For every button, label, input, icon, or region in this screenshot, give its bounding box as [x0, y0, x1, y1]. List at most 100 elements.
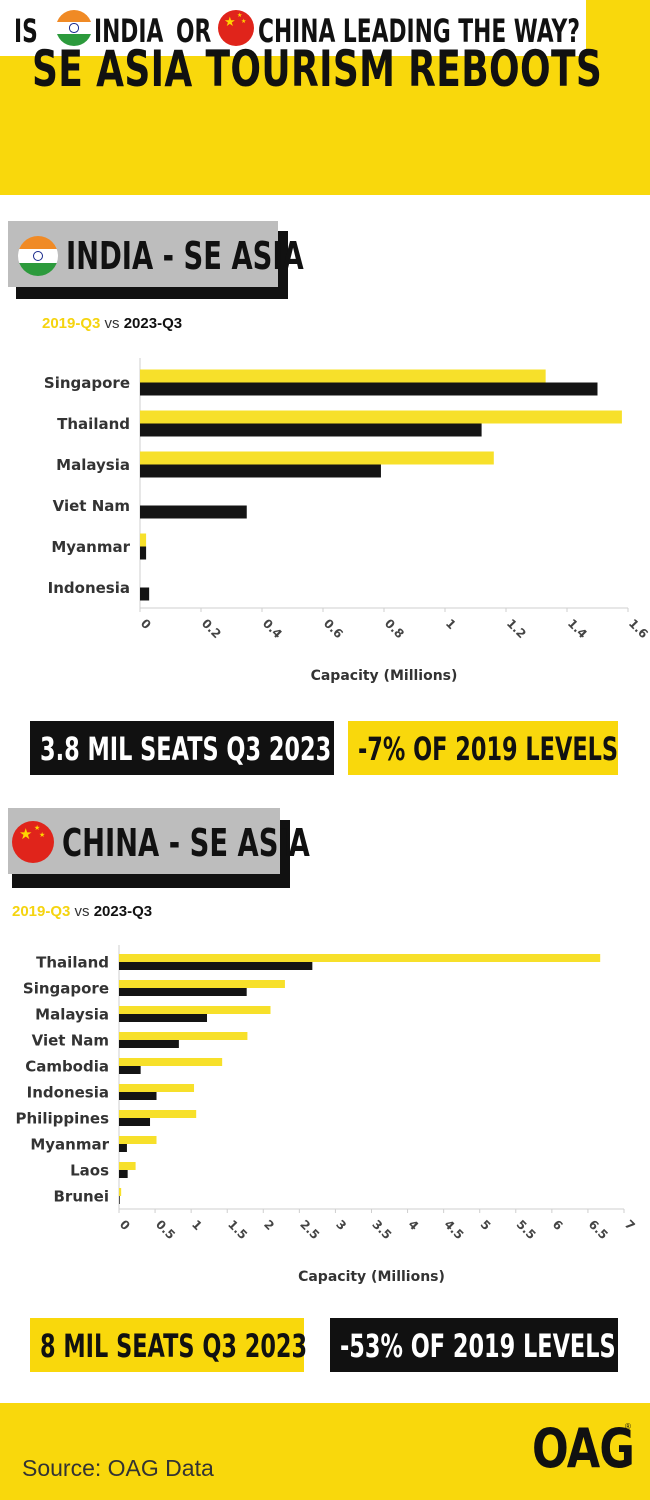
- bar-2023-Q3-laos: [119, 1170, 128, 1178]
- bar-2023-Q3-viet-nam: [140, 505, 247, 519]
- bar-2023-Q3-singapore: [119, 988, 247, 996]
- x-tick-label: 2.5: [297, 1217, 322, 1242]
- legend-2019: 2019-Q3: [12, 903, 71, 920]
- x-tick-label: 0.5: [153, 1217, 178, 1242]
- category-label: Indonesia: [48, 579, 130, 597]
- category-label: Malaysia: [56, 456, 130, 474]
- x-tick-label: 7: [622, 1217, 638, 1233]
- category-label: Indonesia: [27, 1083, 109, 1101]
- category-label: Laos: [70, 1161, 109, 1179]
- x-tick-label: 0.2: [199, 616, 224, 641]
- china-flag-icon: ★ ★ ★: [218, 10, 254, 46]
- x-tick-label: 5: [478, 1217, 494, 1233]
- india-flag-icon: [56, 10, 92, 46]
- x-tick-label: 2: [261, 1217, 277, 1233]
- bar-2019-Q3-philippines: [119, 1110, 197, 1118]
- bar-2019-Q3-thailand: [119, 954, 601, 962]
- x-tick-label: 3.5: [369, 1217, 394, 1242]
- legend-vs: vs: [74, 903, 90, 920]
- x-tick-label: 4: [405, 1217, 421, 1233]
- bar-2019-Q3-malaysia: [140, 451, 494, 465]
- category-label: Cambodia: [25, 1057, 109, 1075]
- x-tick-label: 1.4: [565, 616, 590, 641]
- legend-vs: vs: [104, 315, 120, 332]
- x-tick-label: 1.5: [225, 1217, 250, 1242]
- legend-2019: 2019-Q3: [42, 315, 101, 332]
- bar-2023-Q3-malaysia: [119, 1014, 208, 1022]
- x-tick-label: 1.2: [504, 616, 529, 641]
- x-tick-label: 6: [550, 1217, 566, 1233]
- x-tick-label: 5.5: [514, 1217, 539, 1242]
- bar-2023-Q3-myanmar: [140, 546, 147, 560]
- bar-2023-Q3-philippines: [119, 1118, 151, 1126]
- category-label: Thailand: [36, 953, 109, 971]
- china-bar-chart: Thailand Singapore Malaysia Viet Nam Cambodi…: [16, 945, 638, 1285]
- category-label: Philippines: [16, 1109, 110, 1127]
- china-levels-text: -53% OF 2019 LEVELS: [340, 1327, 616, 1365]
- bar-2019-Q3-laos: [119, 1162, 136, 1170]
- legend-2023: 2023-Q3: [123, 315, 183, 332]
- china-seats-stat: 8 MIL SEATS Q3 2023: [30, 1318, 308, 1372]
- bar-2023-Q3-viet-nam: [119, 1040, 179, 1048]
- header-banner: SE ASIA TOURISM REBOOTS IS INDIA OR ★ ★ …: [0, 0, 650, 195]
- category-label: Viet Nam: [53, 497, 130, 515]
- subtitle-box: IS INDIA OR ★ ★ ★ CHINA LEADING THE WAY?: [0, 0, 586, 56]
- india-section-title: INDIA - SE ASIA: [66, 234, 304, 278]
- bar-2019-Q3-cambodia: [119, 1058, 223, 1066]
- x-tick-label: 0.4: [260, 616, 285, 641]
- bar-2023-Q3-myanmar: [119, 1144, 127, 1152]
- bar-2019-Q3-singapore: [119, 980, 285, 988]
- source-text: Source: OAG Data: [22, 1455, 214, 1481]
- bar-2023-Q3-indonesia: [140, 587, 150, 601]
- legend-2023: 2023-Q3: [93, 903, 153, 920]
- category-label: Viet Nam: [32, 1031, 109, 1049]
- footer-banner: [0, 1403, 650, 1500]
- india-levels-stat: -7% OF 2019 LEVELS: [348, 721, 618, 775]
- x-tick-label: 1: [189, 1217, 205, 1233]
- china-seats-text: 8 MIL SEATS Q3 2023: [40, 1327, 308, 1365]
- x-tick-label: 0: [138, 616, 154, 632]
- category-label: Myanmar: [51, 538, 130, 556]
- registered-mark: ®: [625, 1422, 631, 1431]
- india-bar-chart: Singapore Thailand Malaysia Viet Nam Myanmar…: [44, 358, 650, 684]
- page-title: SE ASIA TOURISM REBOOTS: [32, 40, 603, 98]
- india-section-label: INDIA - SE ASIA: [8, 221, 304, 299]
- category-label: Myanmar: [30, 1135, 109, 1153]
- bar-2023-Q3-thailand: [119, 962, 313, 970]
- category-label: Thailand: [57, 415, 130, 433]
- x-tick-label: 0.8: [382, 616, 407, 641]
- subtitle-is: IS: [14, 12, 38, 50]
- bar-2019-Q3-myanmar: [119, 1136, 157, 1144]
- subtitle-india: INDIA: [94, 12, 164, 50]
- bar-2019-Q3-viet-nam: [119, 1032, 248, 1040]
- category-label: Brunei: [53, 1187, 109, 1205]
- oag-logo: OAG: [532, 1417, 635, 1480]
- china-levels-stat: -53% OF 2019 LEVELS: [330, 1318, 618, 1372]
- x-tick-label: 0: [117, 1217, 133, 1233]
- china-section-title: CHINA - SE ASIA: [62, 821, 310, 865]
- bar-2019-Q3-brunei: [119, 1188, 122, 1196]
- bar-2019-Q3-myanmar: [140, 533, 147, 547]
- category-label: Singapore: [23, 979, 109, 997]
- bar-2023-Q3-cambodia: [119, 1066, 141, 1074]
- bar-2019-Q3-indonesia: [119, 1084, 195, 1092]
- category-label: Malaysia: [35, 1005, 109, 1023]
- china-flag-icon: ★ ★ ★: [12, 821, 54, 863]
- subtitle-china: CHINA LEADING THE WAY?: [258, 12, 580, 50]
- subtitle-or: OR: [176, 12, 212, 50]
- bar-2023-Q3-singapore: [140, 382, 598, 396]
- x-axis-title: Capacity (Millions): [311, 668, 458, 684]
- bar-2019-Q3-thailand: [140, 410, 622, 424]
- x-tick-label: 0.6: [321, 616, 346, 641]
- india-flag-icon: [18, 236, 58, 276]
- bar-2019-Q3-malaysia: [119, 1006, 271, 1014]
- x-tick-label: 6.5: [586, 1217, 611, 1242]
- bar-2019-Q3-singapore: [140, 369, 546, 383]
- india-levels-text: -7% OF 2019 LEVELS: [358, 730, 619, 768]
- india-seats-text: 3.8 MIL SEATS Q3 2023: [40, 730, 332, 768]
- x-tick-label: 1: [443, 616, 459, 632]
- x-tick-label: 4.5: [442, 1217, 467, 1242]
- bar-2023-Q3-malaysia: [140, 464, 381, 478]
- x-axis-title: Capacity (Millions): [298, 1269, 445, 1285]
- india-seats-stat: 3.8 MIL SEATS Q3 2023: [30, 721, 334, 775]
